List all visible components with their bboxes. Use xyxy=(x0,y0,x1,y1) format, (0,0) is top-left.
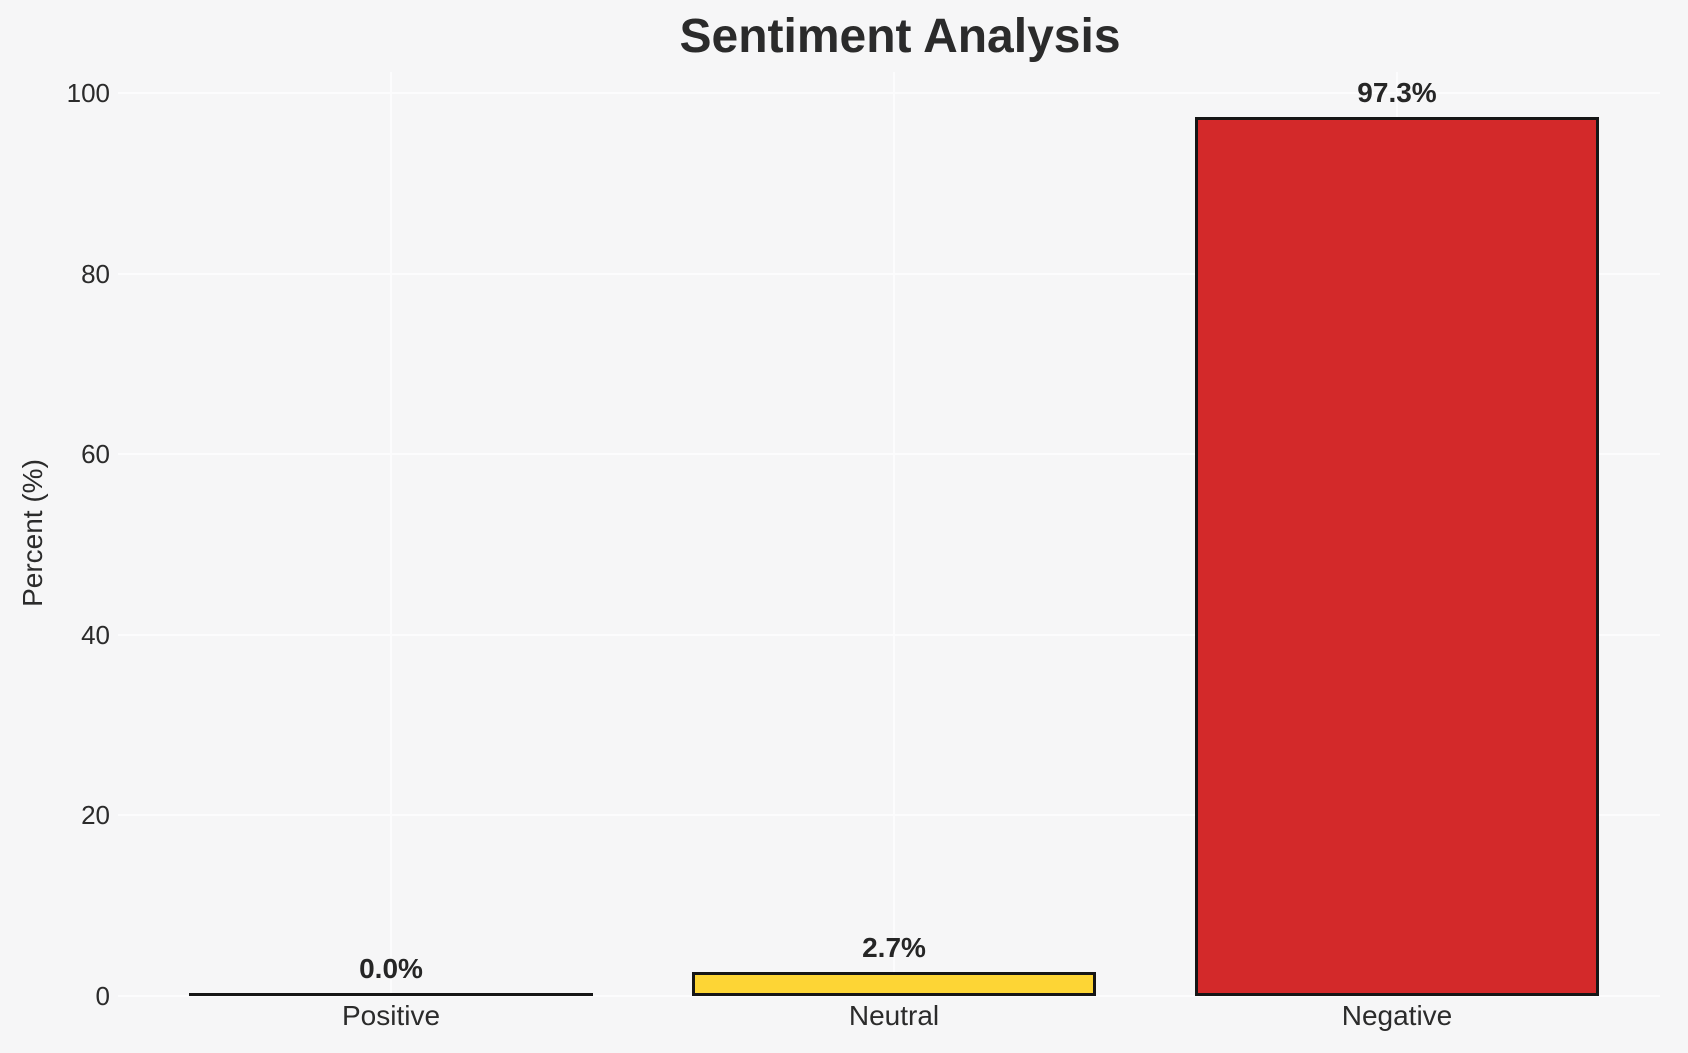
y-tick-label: 80 xyxy=(81,258,110,289)
bar-value-label: 2.7% xyxy=(862,931,926,963)
bar-value-label: 97.3% xyxy=(1357,77,1437,109)
x-tick-label: Positive xyxy=(341,1000,441,1031)
gridline-horizontal xyxy=(140,995,1660,997)
y-tick-mark xyxy=(118,814,140,817)
gridline-horizontal xyxy=(140,272,1660,275)
y-tick-mark xyxy=(118,995,140,997)
y-tick-mark xyxy=(118,272,140,275)
x-tick-label: Negative xyxy=(1341,1000,1453,1031)
y-tick-label: 40 xyxy=(81,619,110,650)
y-tick-mark xyxy=(118,633,140,636)
y-tick-label: 20 xyxy=(81,800,110,831)
gridline-vertical xyxy=(893,72,895,996)
gridline-vertical xyxy=(390,72,392,996)
bar-value-label: 0.0% xyxy=(359,953,423,984)
bar-neutral xyxy=(692,971,1096,996)
chart-title: Sentiment Analysis xyxy=(679,10,1121,63)
bar-positive xyxy=(189,993,593,996)
y-tick-mark xyxy=(118,92,140,94)
y-tick-label: 0 xyxy=(95,981,110,1011)
x-tick-label: Neutral xyxy=(848,1000,940,1031)
gridline-horizontal xyxy=(140,633,1660,636)
y-tick-label: 100 xyxy=(66,78,110,108)
bar-negative xyxy=(1195,117,1599,996)
gridline-horizontal xyxy=(140,453,1660,456)
y-tick-label: 60 xyxy=(81,439,110,470)
y-tick-mark xyxy=(118,453,140,456)
gridline-horizontal xyxy=(140,92,1660,94)
gridline-horizontal xyxy=(140,814,1660,817)
